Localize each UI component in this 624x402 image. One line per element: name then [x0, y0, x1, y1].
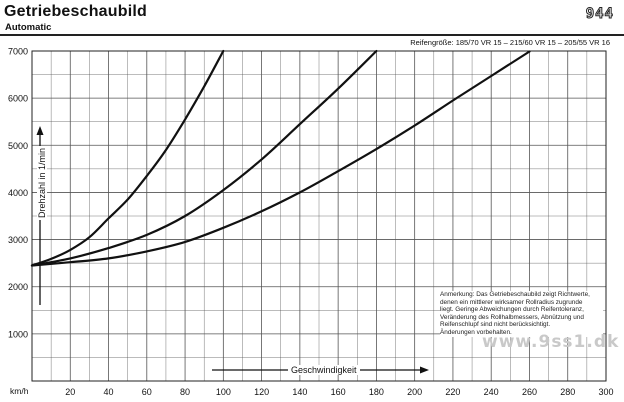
page-title: Getriebeschaubild: [4, 3, 147, 20]
y-tick-label: 4000: [8, 188, 28, 198]
x-tick-label: 120: [254, 387, 269, 397]
remark-line: liegt. Geringe Abweichungen durch Reifen…: [440, 306, 584, 314]
y-axis-label: Drehzahl in 1/min: [37, 145, 47, 220]
y-tick-label: 1000: [8, 329, 28, 339]
plot-frame: [31, 50, 607, 382]
x-tick-label: 200: [407, 387, 422, 397]
remark-line: Veränderung des Rollhalbmessers, Abnützu…: [440, 313, 584, 321]
page-subtitle: Automatic: [5, 22, 52, 33]
x-tick-label: 80: [180, 387, 190, 397]
x-tick-label: 60: [142, 387, 152, 397]
remark-line: Änderungen vorbehalten.: [440, 328, 512, 336]
x-axis-unit: km/h: [10, 386, 29, 396]
y-tick-label: 5000: [8, 141, 28, 151]
series-line-gear-1: [30, 49, 225, 267]
y-tick-label: 2000: [8, 282, 28, 292]
x-tick-label: 280: [560, 387, 575, 397]
y-tick-label: 6000: [8, 94, 28, 104]
model-logo: 944: [585, 6, 614, 23]
x-tick-label: 160: [331, 387, 346, 397]
x-tick-label: 20: [65, 387, 75, 397]
chart-tick-labels: 1000 2000 3000 4000 5000 6000 7000 20 40 60 80 100 1…: [8, 47, 614, 398]
tire-size-note: Reifengröße: 185/70 VR 15 – 215/60 VR 15…: [410, 38, 610, 47]
series-line-gear-2: [30, 49, 378, 267]
remark-line: Anmerkung: Das Getriebeschaubild zeigt R…: [440, 291, 590, 298]
y-tick-label: 7000: [8, 47, 28, 57]
x-tick-label: 260: [522, 387, 537, 397]
x-axis-label: Geschwindigkeit: [288, 365, 360, 375]
header-divider: [0, 34, 624, 36]
y-axis-arrowhead: [36, 126, 44, 135]
series-line-gear-3: [30, 50, 531, 267]
remark-line: denen ein mittlerer wirksamer Rollradius…: [440, 298, 583, 306]
y-tick-label: 3000: [8, 235, 28, 245]
chart-axis-arrows: [36, 126, 429, 374]
x-tick-label: 220: [445, 387, 460, 397]
chart-grid: [31, 50, 607, 382]
x-axis-arrowhead: [420, 366, 429, 374]
chart-series: [30, 49, 531, 267]
x-tick-label: 140: [292, 387, 307, 397]
x-tick-label: 40: [104, 387, 114, 397]
x-tick-label: 180: [369, 387, 384, 397]
x-tick-label: 240: [484, 387, 499, 397]
x-tick-label: 100: [216, 387, 231, 397]
watermark: www.9ss1.dk: [482, 332, 620, 352]
remark-line: Reifenschlupf sind nicht berücksichtigt.: [440, 321, 551, 329]
remark-note: Anmerkung: Das Getriebeschaubild zeigt R…: [440, 291, 603, 337]
x-tick-label: 300: [598, 387, 613, 397]
